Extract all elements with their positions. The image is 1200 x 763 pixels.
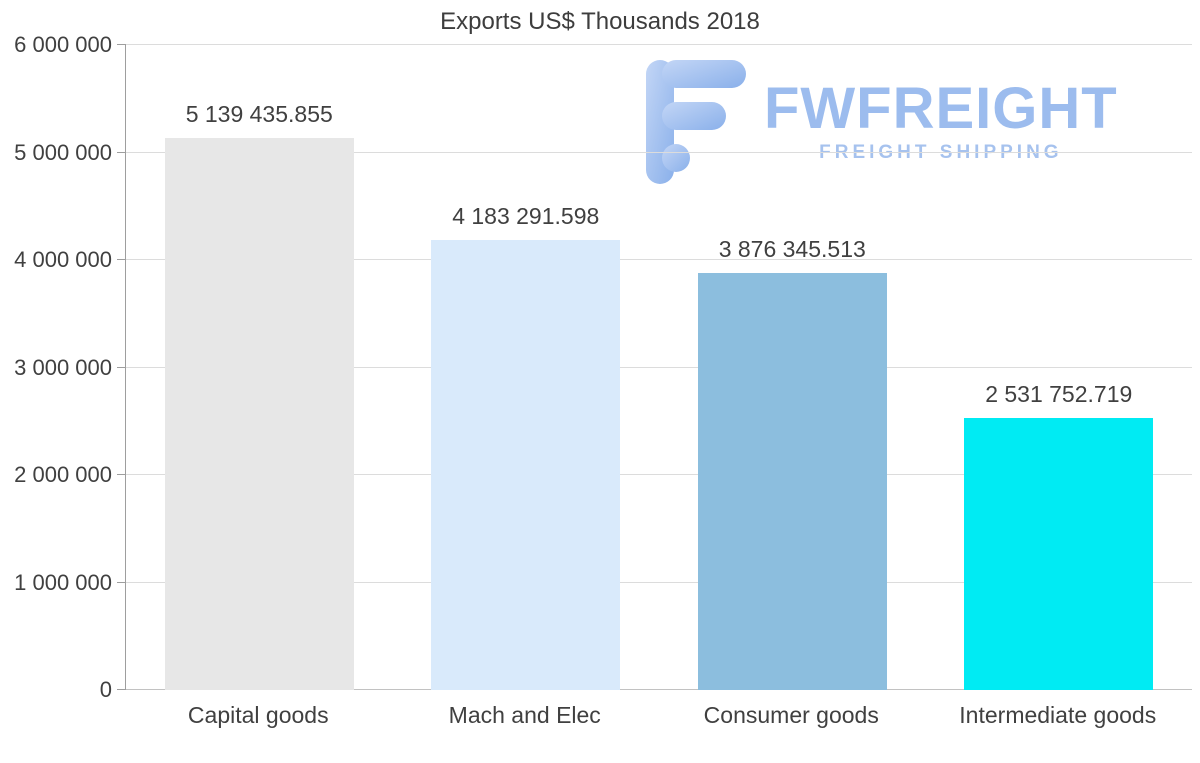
bar-capital-goods: 5 139 435.855: [164, 101, 354, 690]
gridline: [126, 151, 1192, 153]
y-axis-tick: [117, 366, 126, 368]
bars-container: 5 139 435.855 4 183 291.598 3 876 345.513 2…: [126, 45, 1192, 690]
x-tick-label: Intermediate goods: [959, 702, 1157, 728]
y-axis-tick: [117, 259, 126, 260]
bar-value-label: 2 531 752.719: [985, 380, 1133, 407]
y-tick-label: 0: [99, 677, 112, 702]
bar-value-label: 4 183 291.598: [452, 203, 600, 230]
y-tick-label: 6 000 000: [14, 32, 112, 57]
bar-cell: 2 531 752.719: [926, 45, 1193, 690]
x-tick-label: Capital goods: [187, 702, 329, 728]
y-tick-label: 2 000 000: [14, 462, 112, 488]
y-tick-label: 5 000 000: [14, 139, 112, 165]
bar-cell: 5 139 435.855: [126, 45, 393, 690]
y-axis-tick: [117, 44, 126, 45]
x-axis-labels: Capital goods Mach and Elec Consumer goods…: [125, 702, 1191, 729]
bar-cell: 4 183 291.598: [393, 45, 660, 690]
bar-mach-and-elec: 4 183 291.598: [431, 203, 621, 690]
gridline: [126, 44, 1192, 45]
bar-consumer-goods: 3 876 345.513: [697, 236, 887, 690]
y-tick-label: 4 000 000: [14, 247, 112, 273]
y-axis-tick: [117, 689, 126, 690]
y-tick-label: 1 000 000: [14, 569, 112, 595]
x-tick-label: Mach and Elec: [448, 702, 601, 728]
y-axis-tick: [117, 151, 126, 153]
gridline: [126, 259, 1192, 260]
x-tick-label: Consumer goods: [703, 702, 879, 728]
gridline: [126, 366, 1192, 368]
y-axis-labels: 0 1 000 000 2 000 000 3 000 000 4 000 000 5 0…: [0, 32, 112, 702]
bar-value-label: 5 139 435.855: [185, 100, 333, 127]
bar-intermediate-goods: 2 531 752.719: [964, 381, 1154, 690]
y-tick-label: 3 000 000: [14, 354, 112, 380]
y-axis-tick: [117, 474, 126, 475]
gridline: [126, 474, 1192, 475]
gridline: [126, 689, 1192, 690]
bar-cell: 3 876 345.513: [659, 45, 926, 690]
chart-title: Exports US$ Thousands 2018: [440, 8, 760, 35]
plot-area: 5 139 435.855 4 183 291.598 3 876 345.513 2…: [117, 44, 1192, 690]
gridline: [126, 581, 1192, 583]
y-axis-tick: [117, 581, 126, 583]
bar-value-label: 3 876 345.513: [718, 236, 866, 263]
